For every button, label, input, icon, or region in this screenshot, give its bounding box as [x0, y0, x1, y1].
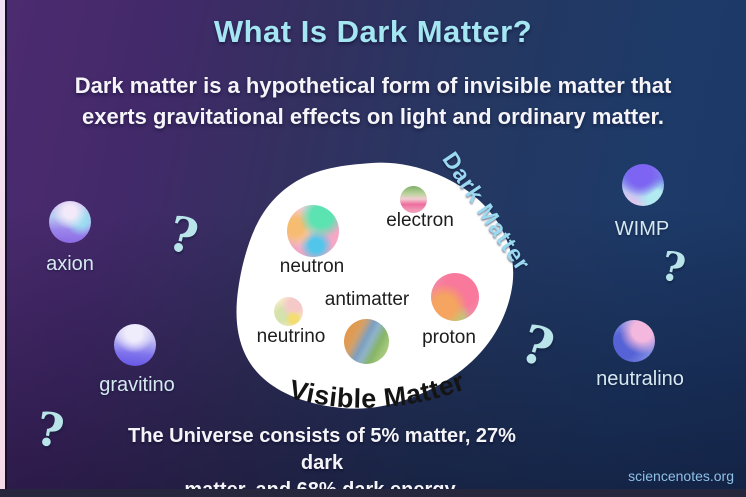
particle-neutrino-icon [274, 297, 303, 326]
left-border-line [5, 0, 7, 489]
candidate-neutralino-icon [613, 320, 655, 362]
subtitle-line-1: Dark matter is a hypothetical form of in… [74, 73, 672, 98]
candidate-label-axion: axion [46, 253, 94, 275]
particle-label-proton: proton [422, 327, 476, 348]
candidate-label-wimp: WIMP [614, 218, 670, 240]
bottom-border-strip [0, 489, 746, 497]
candidate-axion-icon [49, 201, 91, 243]
fact-text: The Universe consists of 5% matter, 27% … [107, 423, 537, 497]
particle-label-antimatter: antimatter [324, 289, 410, 310]
left-border-strip [0, 0, 5, 489]
particle-antimatter-icon [344, 319, 389, 364]
fact-line-1: The Universe consists of 5% matter, 27% … [128, 425, 516, 474]
particle-label-electron: electron [386, 210, 454, 231]
particle-neutron-icon [287, 205, 339, 257]
particle-label-neutron: neutron [279, 256, 345, 277]
subtitle-line-2: exerts gravitational effects on light an… [82, 104, 664, 129]
candidate-label-gravitino: gravitino [99, 374, 175, 396]
candidate-label-neutralino: neutralino [596, 368, 684, 390]
candidate-gravitino-icon [114, 324, 156, 366]
subtitle: Dark matter is a hypothetical form of in… [28, 70, 718, 132]
page-title: What Is Dark Matter? [213, 14, 533, 49]
site-credit: sciencenotes.org [628, 468, 734, 484]
candidate-wimp-icon [622, 164, 664, 206]
particle-electron-icon [400, 186, 427, 213]
particle-label-neutrino: neutrino [256, 326, 326, 347]
particle-proton-icon [431, 273, 479, 321]
